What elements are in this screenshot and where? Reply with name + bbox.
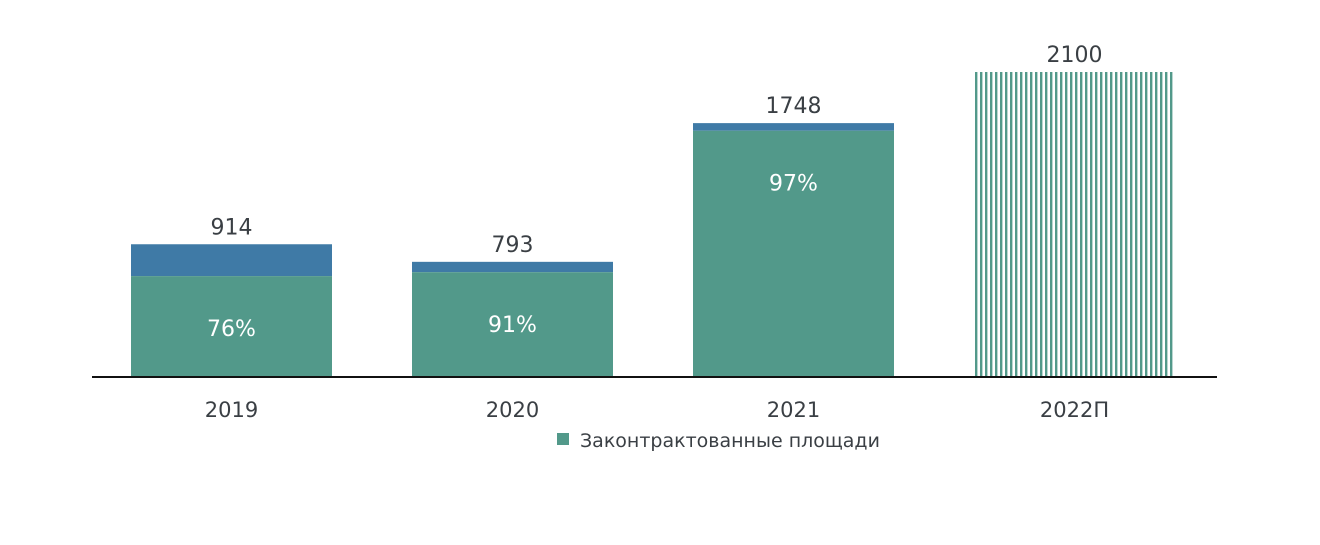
legend: Законтрактованные площади [557,430,880,452]
x-tick-labels: 2019 2020 2021 2022П [205,398,1109,422]
bar-remainder-2019 [131,244,332,277]
bars-group: 76% 914 91% 793 97% 1748 2100 [131,43,1175,377]
total-label-2020: 793 [492,233,534,258]
x-tick-2022п: 2022П [1040,398,1109,422]
bar-remainder-2020 [412,261,613,273]
legend-label-contracted: Законтрактованные площади [580,430,880,452]
legend-swatch-contracted [557,433,569,445]
total-label-2021: 1748 [766,94,822,119]
bar-contracted-2021 [693,130,894,377]
x-tick-2021: 2021 [767,398,820,422]
bar-contracted-2020 [412,272,613,377]
total-label-2019: 914 [211,215,253,240]
pct-label-2021: 97% [769,172,818,197]
total-label-2022п: 2100 [1047,43,1103,68]
pct-label-2020: 91% [488,313,537,338]
bar-contracted-2019 [131,276,332,377]
x-tick-2019: 2019 [205,398,258,422]
bar-forecast-2022п [974,72,1175,377]
x-tick-2020: 2020 [486,398,539,422]
bar-remainder-2021 [693,123,894,131]
pct-label-2019: 76% [207,317,256,342]
